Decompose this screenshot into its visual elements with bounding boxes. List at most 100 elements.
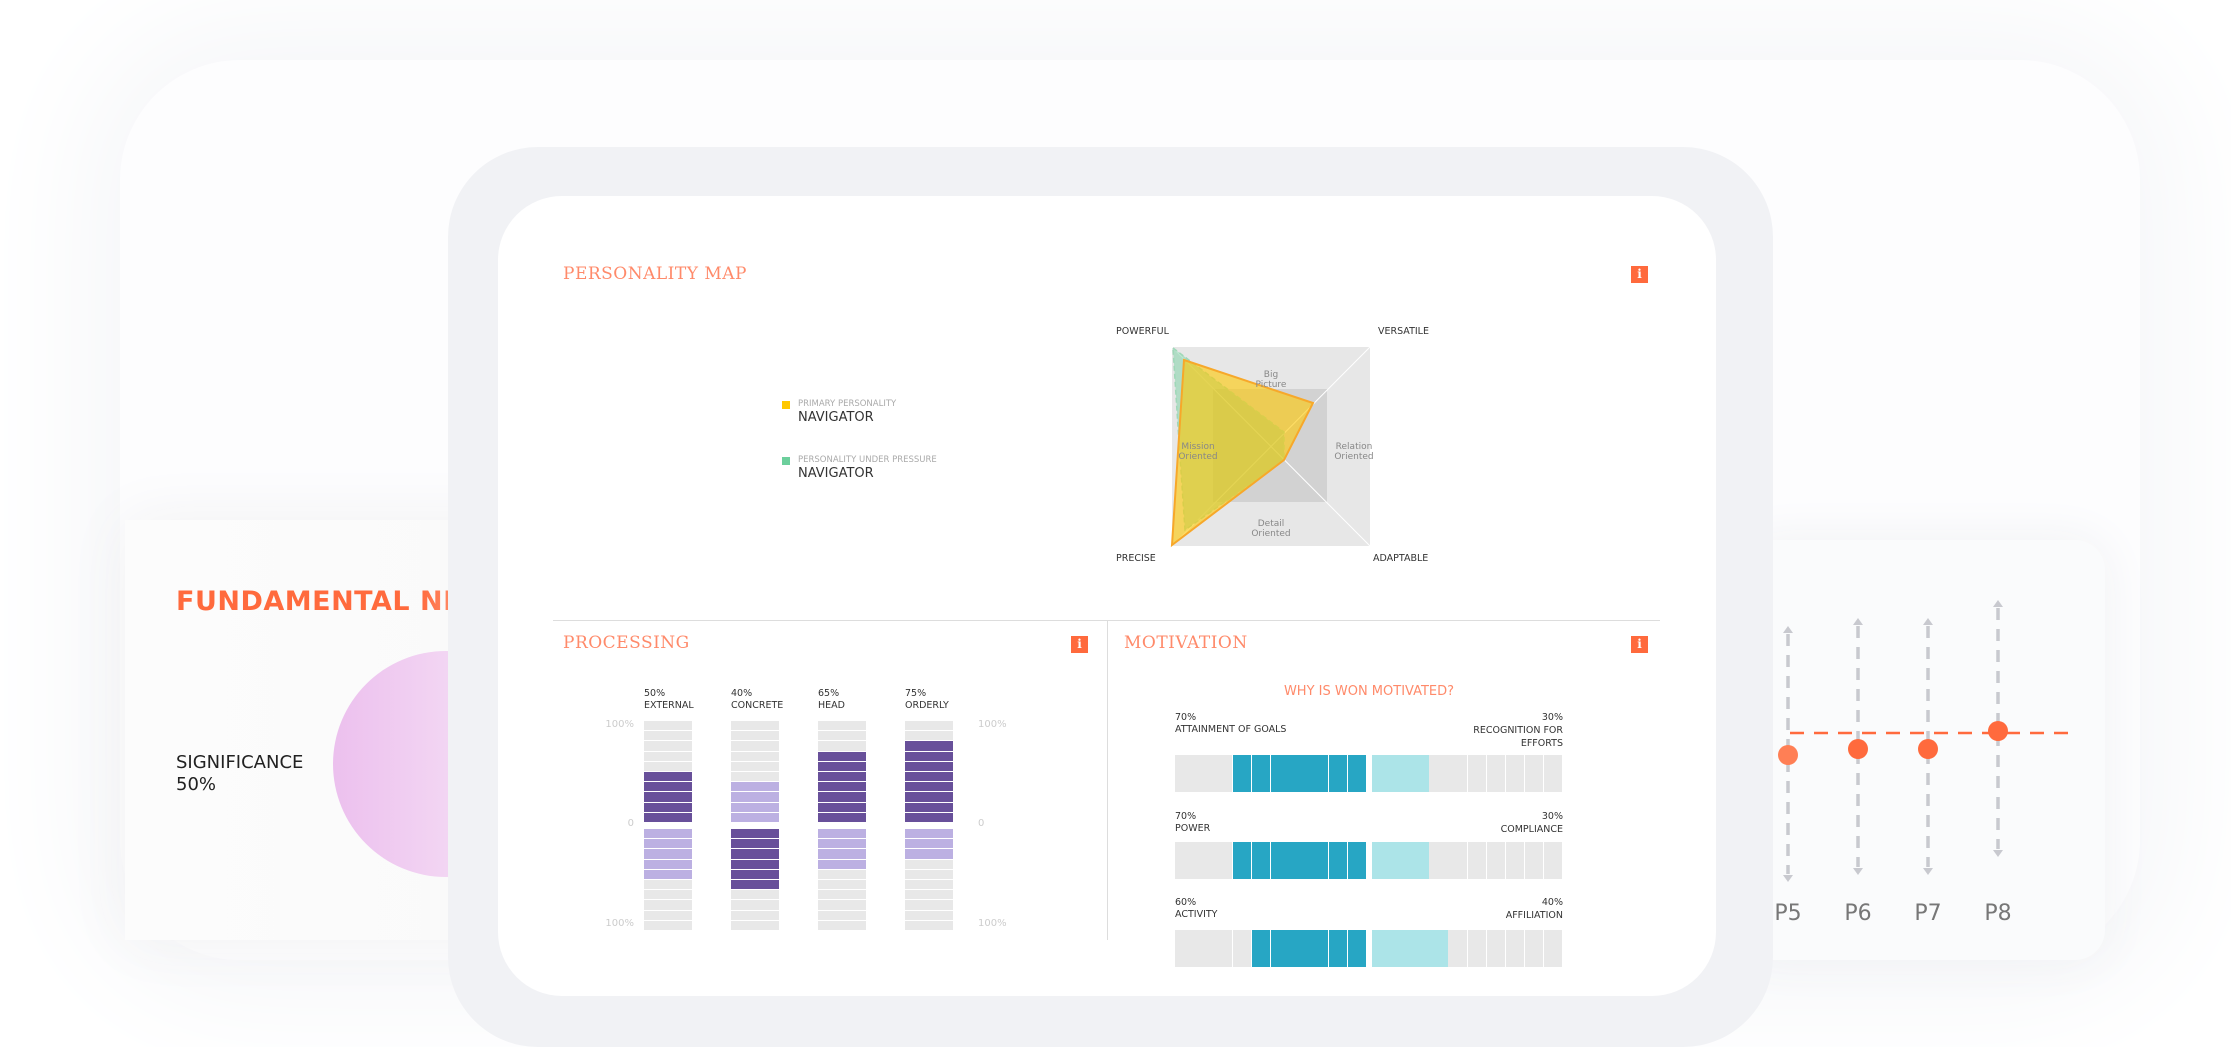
motivation-cell — [1271, 930, 1290, 967]
processing-segment-bottom — [644, 839, 692, 849]
processing-segment-top — [905, 772, 953, 782]
p-value-dot — [1988, 721, 2008, 741]
personality-map-info-icon[interactable]: i — [1631, 266, 1648, 283]
quadrant-bottom-label: Detail Oriented — [1251, 519, 1290, 539]
processing-segment-top — [818, 792, 866, 802]
motivation-cell — [1372, 842, 1391, 879]
processing-segment-bottom — [818, 849, 866, 859]
axis-bottom-left: 100% — [605, 918, 634, 929]
motivation-cell — [1543, 930, 1563, 967]
motivation-cell — [1448, 842, 1467, 879]
axis-top-left: 100% — [605, 719, 634, 730]
processing-segment-top — [818, 802, 866, 812]
processing-segment-top — [644, 802, 692, 812]
processing-segment-bottom — [731, 910, 779, 920]
axis-mid-right: 0 — [978, 818, 985, 829]
processing-segment-bottom — [731, 880, 779, 890]
processing-segment-bottom — [644, 890, 692, 900]
p-value-dot — [1848, 739, 1868, 759]
quadrant-right-label: Relation Oriented — [1334, 442, 1373, 462]
processing-segment-top — [731, 792, 779, 802]
processing-segment-top — [818, 772, 866, 782]
arrow-down-icon — [1783, 875, 1793, 882]
motivation-cell — [1410, 930, 1429, 967]
corner-adaptable: ADAPTABLE — [1373, 553, 1429, 564]
motivation-cell — [1175, 930, 1194, 967]
arrow-down-icon — [1993, 850, 2003, 857]
processing-segment-bottom — [905, 869, 953, 879]
motivation-cell — [1213, 755, 1232, 792]
motivation-cell — [1232, 842, 1252, 879]
p-value-dot — [1918, 739, 1938, 759]
motivation-cell — [1347, 930, 1367, 967]
arrow-up-icon — [1783, 626, 1793, 633]
processing-segment-bottom — [818, 880, 866, 890]
quadrant-bottom-word: Detail — [1258, 519, 1285, 529]
processing-segment-top — [644, 751, 692, 761]
motivation-cell — [1524, 755, 1544, 792]
corner-powerful: POWERFUL — [1116, 326, 1169, 337]
motivation-cell — [1251, 755, 1271, 792]
motivation-cell — [1309, 930, 1328, 967]
motivation-cell — [1175, 842, 1194, 879]
primary-legend-swatch — [782, 401, 790, 409]
motivation-right-pct: 30% — [1541, 712, 1563, 723]
primary-legend-label: PRIMARY PERSONALITY — [798, 399, 897, 409]
arrow-up-icon — [1923, 618, 1933, 625]
motivation-info-icon[interactable]: i — [1631, 636, 1648, 653]
processing-segment-bottom — [905, 839, 953, 849]
motivation-question: WHY IS WON MOTIVATED? — [1283, 684, 1455, 699]
motivation-cell — [1328, 755, 1348, 792]
motivation-cell — [1194, 842, 1213, 879]
significance-value: 50% — [176, 774, 217, 795]
motivation-cell — [1309, 755, 1328, 792]
motivation-cell — [1429, 755, 1448, 792]
motivation-cell — [1505, 930, 1525, 967]
processing-segment-top — [905, 751, 953, 761]
processing-segment-top — [818, 751, 866, 761]
p-label: P6 — [1844, 901, 1871, 926]
processing-segment-bottom — [731, 849, 779, 859]
processing-segment-bottom — [818, 890, 866, 900]
processing-segment-top — [731, 751, 779, 761]
processing-label: EXTERNAL — [644, 700, 694, 711]
quadrant-top-label: Big Picture — [1256, 370, 1287, 390]
motivation-cell — [1410, 755, 1429, 792]
motivation-cell — [1372, 755, 1391, 792]
processing-segment-top — [818, 782, 866, 792]
processing-segment-top — [905, 731, 953, 741]
processing-segment-top — [644, 731, 692, 741]
processing-segment-bottom — [644, 829, 692, 839]
motivation-right-label: RECOGNITION FOR EFFORTS — [1473, 725, 1563, 749]
quadrant-right-word: Relation — [1336, 442, 1373, 452]
processing-segment-top — [905, 802, 953, 812]
processing-segment-top — [644, 792, 692, 802]
motivation-cell — [1467, 755, 1486, 792]
motivation-cell — [1175, 755, 1194, 792]
processing-segment-top — [905, 761, 953, 771]
processing-pct: 40% — [731, 688, 753, 699]
processing-segment-bottom — [644, 910, 692, 920]
processing-segment-bottom — [731, 920, 779, 930]
significance-label: SIGNIFICANCE 50% — [176, 752, 303, 796]
p-label: P5 — [1774, 901, 1801, 926]
processing-segment-top — [644, 812, 692, 822]
quadrant-left-word: Oriented — [1178, 452, 1217, 462]
processing-segment-bottom — [818, 910, 866, 920]
processing-segment-top — [731, 721, 779, 731]
processing-segment-bottom — [731, 859, 779, 869]
motivation-right-label: AFFILIATION — [1505, 910, 1563, 921]
pressure-legend-label: PERSONALITY UNDER PRESSURE — [798, 455, 937, 465]
motivation-cell — [1232, 930, 1252, 967]
arrow-down-icon — [1923, 868, 1933, 875]
processing-segment-bottom — [905, 829, 953, 839]
motivation-cell — [1467, 930, 1486, 967]
quadrant-top-word: Big — [1264, 370, 1278, 380]
processing-segment-bottom — [905, 920, 953, 930]
processing-segment-bottom — [644, 920, 692, 930]
motivation-cell — [1328, 930, 1348, 967]
processing-segment-bottom — [818, 900, 866, 910]
processing-segment-top — [905, 741, 953, 751]
quadrant-left-word: Mission — [1181, 442, 1214, 452]
processing-info-icon[interactable]: i — [1071, 636, 1088, 653]
